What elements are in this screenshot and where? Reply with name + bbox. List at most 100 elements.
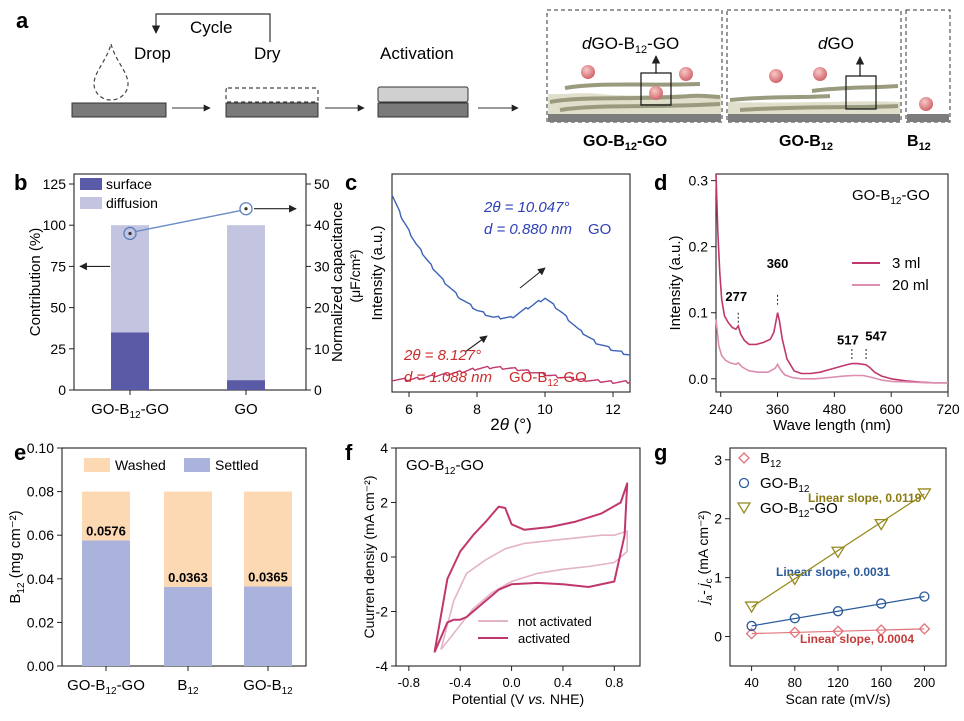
x-tick-label: 40	[744, 675, 758, 690]
bar-diffusion	[227, 225, 265, 381]
x-tick-label: 8	[473, 401, 481, 417]
bar-surface	[227, 380, 265, 390]
b12-ball-icon	[581, 65, 595, 79]
bar-settled	[82, 540, 130, 666]
series-line-3ml	[715, 173, 948, 384]
box2-sheet-3	[739, 104, 899, 112]
y2-tick-label: 0	[314, 382, 322, 398]
y-axis-label: Intensity (a.u.)	[667, 235, 684, 330]
plot-frame	[391, 173, 631, 393]
y2-tick-label: 40	[314, 217, 330, 233]
go-peak-arrow	[519, 267, 546, 289]
legend-swatch-diffusion	[80, 197, 102, 209]
annot-go-theta: 2θ = 10.047°	[483, 199, 569, 216]
b12-ball-icon	[919, 97, 933, 111]
slope-label-B12: Linear slope, 0.0004	[800, 632, 914, 646]
y2-tick-label: 10	[314, 341, 330, 357]
x-tick-label: 12	[605, 401, 621, 417]
x-tick-label: 80	[788, 675, 802, 690]
legend-label-GO-B12: GO-B12	[760, 475, 810, 495]
panel-label-e: e	[14, 440, 26, 465]
data-point-gob12	[919, 591, 930, 602]
y-tick-label: 0.06	[27, 527, 54, 543]
data-point-gob12	[832, 606, 844, 617]
legend-label-surface: surface	[106, 176, 152, 192]
annot-gb-name: GO-B12-GO	[509, 369, 587, 389]
bar-data-label: 0.0363	[168, 570, 208, 585]
y-tick-label: 2	[714, 511, 722, 527]
box1-substrate	[548, 114, 721, 122]
box1-d-label: dGO-B12-GO	[582, 34, 679, 56]
x-tick-label: GO-B12-GO	[91, 401, 169, 421]
series-line-20ml	[715, 319, 948, 384]
x-tick-label: 120	[827, 675, 849, 690]
x-tick-label: 360	[766, 401, 790, 417]
y-axis-label: Intensity (a.u.)	[369, 225, 386, 320]
annot-gb-d: d = 1.088 nm	[404, 369, 492, 386]
x-tick-label: 6	[405, 401, 413, 417]
x-tick-label: 200	[914, 675, 936, 690]
y-tick-label: 50	[50, 300, 66, 316]
y-axis-label: ja- jc (mA cm⁻²)	[695, 510, 715, 605]
y-tick-label: 2	[380, 495, 388, 511]
chart-g-scanrate: 40 80 120 160 200 0 1 2 3 Linear slope, 0.0004 Lin…	[695, 447, 947, 707]
chart-title: GO-B12-GO	[852, 187, 930, 207]
x-tick-label: GO-B12-GO	[67, 677, 145, 697]
x-tick-label: B12	[177, 677, 199, 697]
film-activated	[377, 86, 469, 103]
box2-caption: GO-B12	[779, 133, 833, 153]
x-tick-label: 600	[880, 401, 904, 417]
legend-swatch-settled	[184, 458, 210, 472]
data-point-gob12go	[787, 573, 802, 586]
data-point-b12	[875, 624, 888, 636]
box1-sheet-1	[549, 93, 721, 104]
y-tick-label: 0.08	[27, 484, 54, 500]
plot-frame	[73, 173, 307, 391]
capacitance-connector	[135, 210, 241, 233]
box1-sheet-2	[559, 102, 721, 112]
bar-washed	[244, 491, 292, 587]
y-tick-label: 0	[380, 549, 388, 565]
y-tick-label: 125	[43, 176, 67, 192]
substrate-activation	[377, 102, 469, 118]
x-tick-label: 10	[537, 401, 553, 417]
peak-label: 360	[767, 256, 789, 271]
y-tick-label: 0	[714, 629, 722, 645]
peak-label: 277	[725, 289, 747, 304]
capacitance-point-center	[244, 207, 248, 211]
y-tick-label: 100	[43, 217, 67, 233]
data-point-gob12go	[874, 518, 889, 531]
data-point-b12	[788, 626, 801, 639]
x-axis-label: Scan rate (mV/s)	[785, 691, 890, 707]
peak-label: 547	[865, 328, 887, 343]
b12-ball-icon	[649, 86, 663, 100]
chart-c-xrd: 6 8 10 12 2θ = 10.047° d = 0.880 nm GO 2θ = 8.1…	[369, 173, 631, 434]
legend-label-GO-B12-GO: GO-B12-GO	[760, 500, 838, 520]
data-point-b12	[918, 622, 931, 635]
bar-surface	[111, 332, 149, 390]
x-tick-label: 720	[936, 401, 960, 417]
chart-d-uvvis: 240 360 480 600 720 0.0 0.1 0.2 0.3 277 360 517 547 G…	[667, 173, 960, 434]
y-tick-label: 0.02	[27, 614, 54, 630]
y2-axis-label-line2: (μF/cm²)	[347, 249, 363, 302]
data-point-gob12	[876, 598, 887, 609]
panel-a: a Cycle Drop Dry Activation dGO-B12-GO G…	[16, 8, 951, 153]
x-axis-label: Potential (V vs. NHE)	[452, 691, 584, 707]
droplet-icon	[93, 41, 129, 101]
peak-label: 517	[837, 332, 859, 347]
legend-label-not-activated: not activated	[518, 614, 592, 629]
box3-caption: B12	[907, 133, 931, 153]
fit-line-B12	[751, 628, 925, 635]
legend-label-diffusion: diffusion	[106, 195, 158, 211]
x-tick-label: 0.0	[503, 675, 521, 690]
b12-ball-icon	[769, 69, 783, 83]
x-tick-label: -0.4	[449, 675, 471, 690]
capacitance-point	[239, 202, 253, 216]
y-tick-label: 0.2	[689, 239, 709, 255]
data-point-gob12	[738, 477, 750, 489]
y2-tick-label: 30	[314, 258, 330, 274]
panel-label-g: g	[654, 440, 667, 465]
y-tick-label: 0	[58, 382, 66, 398]
data-point-b12	[832, 625, 844, 638]
x-axis-label: 2θ (°)	[490, 415, 532, 434]
